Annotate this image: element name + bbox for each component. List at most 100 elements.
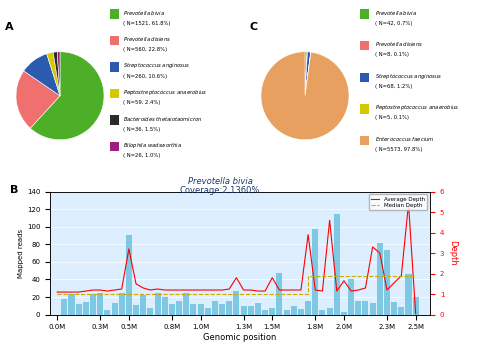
Median Depth bbox=[305, 274, 311, 278]
Bar bbox=[291, 306, 297, 315]
Average Depth bbox=[291, 288, 297, 292]
Bar bbox=[112, 303, 117, 315]
Bar bbox=[126, 236, 132, 315]
Bar bbox=[154, 293, 160, 315]
Text: C: C bbox=[250, 22, 258, 32]
Bar bbox=[326, 307, 332, 315]
Bar bbox=[305, 301, 311, 315]
Text: $\it{Peptostreptococcus}$ $\it{anaerobius}$: $\it{Peptostreptococcus}$ $\it{anaerobiu… bbox=[375, 103, 460, 112]
Legend: Average Depth, Median Depth: Average Depth, Median Depth bbox=[369, 194, 427, 210]
Text: B: B bbox=[10, 185, 18, 195]
Bar bbox=[320, 310, 326, 315]
Bar bbox=[183, 293, 189, 315]
Wedge shape bbox=[305, 52, 307, 96]
Bar bbox=[255, 303, 261, 315]
Text: ( N=42, 0.7%): ( N=42, 0.7%) bbox=[375, 21, 412, 26]
Line: Median Depth: Median Depth bbox=[57, 276, 416, 294]
Average Depth bbox=[406, 202, 411, 206]
Bar bbox=[360, 10, 370, 19]
Bar bbox=[360, 104, 370, 114]
Text: $\it{Prevotella}$ $\it{disiens}$: $\it{Prevotella}$ $\it{disiens}$ bbox=[375, 40, 423, 49]
Wedge shape bbox=[305, 52, 310, 96]
Text: $\it{Prevotella}$ $\it{disiens}$: $\it{Prevotella}$ $\it{disiens}$ bbox=[123, 35, 172, 43]
Bar bbox=[76, 304, 82, 315]
Bar bbox=[162, 297, 168, 315]
Bar bbox=[276, 273, 282, 315]
Text: ( N=26, 1.0%): ( N=26, 1.0%) bbox=[123, 153, 160, 158]
Bar bbox=[110, 116, 119, 125]
Wedge shape bbox=[16, 71, 60, 128]
Median Depth bbox=[126, 292, 132, 296]
Wedge shape bbox=[261, 52, 349, 140]
Text: $\it{Enterococcus}$ $\it{faecium}$: $\it{Enterococcus}$ $\it{faecium}$ bbox=[375, 135, 434, 143]
Bar bbox=[219, 304, 225, 315]
Bar bbox=[298, 310, 304, 315]
Bar bbox=[360, 136, 370, 145]
Bar bbox=[398, 307, 404, 315]
Text: ( N=36, 1.5%): ( N=36, 1.5%) bbox=[123, 127, 160, 132]
Text: ( N=68, 1.2%): ( N=68, 1.2%) bbox=[375, 84, 412, 89]
Bar bbox=[68, 293, 74, 315]
Average Depth bbox=[412, 312, 418, 316]
Text: ( N=560, 22.8%): ( N=560, 22.8%) bbox=[123, 47, 168, 52]
Text: ( N=8, 0.1%): ( N=8, 0.1%) bbox=[375, 52, 409, 57]
Bar bbox=[110, 36, 119, 45]
Bar bbox=[341, 312, 347, 315]
Text: ( N=1521, 61.8%): ( N=1521, 61.8%) bbox=[123, 21, 170, 26]
Bar bbox=[204, 307, 210, 315]
Bar bbox=[169, 304, 175, 315]
Wedge shape bbox=[53, 52, 60, 96]
Wedge shape bbox=[57, 52, 60, 96]
Bar bbox=[240, 306, 246, 315]
Text: Coverage:2.1360%: Coverage:2.1360% bbox=[180, 186, 260, 195]
Text: $\it{Prevotella}$ $\it{bivia}$: $\it{Prevotella}$ $\it{bivia}$ bbox=[123, 9, 166, 17]
Text: Prevotella bivia: Prevotella bivia bbox=[188, 177, 252, 186]
Bar bbox=[110, 63, 119, 72]
Bar bbox=[360, 73, 370, 82]
Bar bbox=[97, 293, 103, 315]
Bar bbox=[104, 310, 110, 315]
Bar bbox=[284, 310, 290, 315]
Bar bbox=[370, 303, 376, 315]
Bar bbox=[90, 293, 96, 315]
Bar bbox=[133, 305, 139, 315]
Bar bbox=[110, 10, 119, 19]
Text: ( N=59, 2.4%): ( N=59, 2.4%) bbox=[123, 100, 160, 105]
Median Depth bbox=[126, 292, 132, 296]
Bar bbox=[270, 307, 276, 315]
Y-axis label: Depth: Depth bbox=[448, 240, 458, 266]
Text: ( N=5, 0.1%): ( N=5, 0.1%) bbox=[375, 116, 409, 120]
Bar bbox=[348, 279, 354, 315]
Average Depth bbox=[54, 290, 60, 294]
Bar bbox=[190, 304, 196, 315]
Line: Average Depth: Average Depth bbox=[57, 204, 416, 314]
Average Depth bbox=[169, 288, 175, 292]
Bar bbox=[362, 301, 368, 315]
Wedge shape bbox=[305, 52, 308, 96]
Bar bbox=[234, 291, 239, 315]
Bar bbox=[360, 41, 370, 51]
Bar bbox=[110, 89, 119, 98]
Bar bbox=[334, 213, 340, 315]
Bar bbox=[140, 295, 146, 315]
Average Depth bbox=[312, 288, 318, 292]
Bar bbox=[198, 304, 203, 315]
Bar bbox=[148, 307, 154, 315]
Bar bbox=[83, 302, 89, 315]
Bar bbox=[62, 299, 68, 315]
Bar bbox=[248, 306, 254, 315]
Text: $\it{Streptococcus}$ $\it{anginosus}$: $\it{Streptococcus}$ $\it{anginosus}$ bbox=[375, 71, 442, 81]
Bar bbox=[391, 302, 397, 315]
Bar bbox=[356, 301, 362, 315]
Average Depth bbox=[133, 282, 139, 286]
Text: $\it{Bacteroides}$ $\it{thetaiotaomicron}$: $\it{Bacteroides}$ $\it{thetaiotaomicron… bbox=[123, 115, 203, 123]
Text: A: A bbox=[5, 22, 14, 32]
Bar bbox=[262, 310, 268, 315]
Bar bbox=[226, 301, 232, 315]
Wedge shape bbox=[46, 52, 60, 96]
Bar bbox=[312, 229, 318, 315]
Median Depth bbox=[305, 292, 311, 296]
Average Depth bbox=[398, 274, 404, 278]
X-axis label: Genomic position: Genomic position bbox=[204, 333, 277, 342]
Text: $\it{Bilophila}$ $\it{wadsworthia}$: $\it{Bilophila}$ $\it{wadsworthia}$ bbox=[123, 141, 182, 150]
